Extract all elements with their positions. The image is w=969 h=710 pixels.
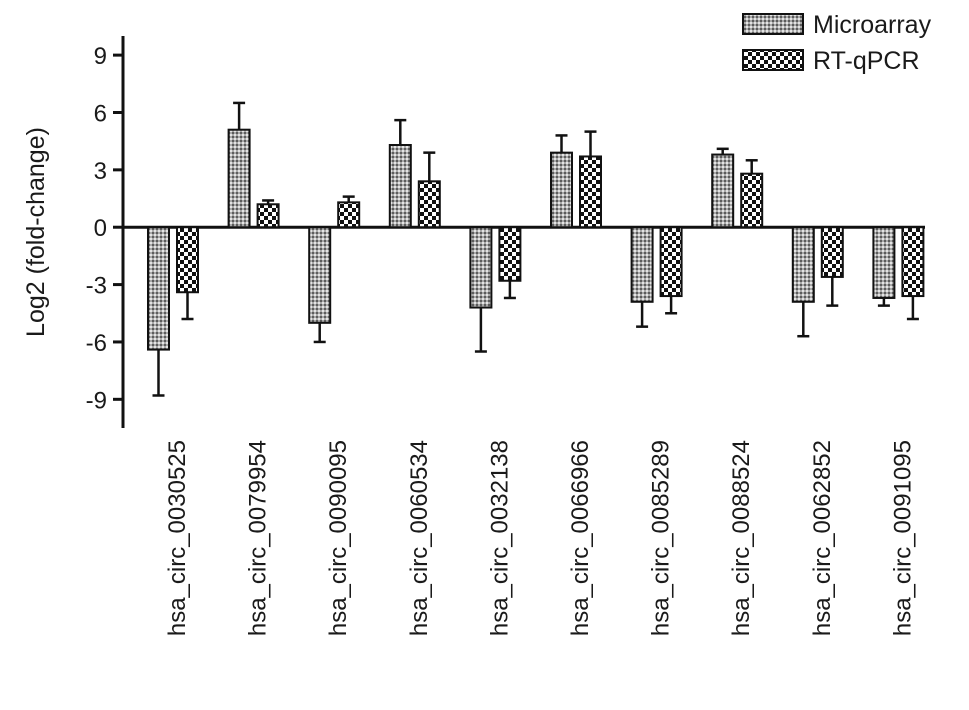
- bar-microarray: [469, 226, 493, 309]
- bar-rt-qpcr: [337, 201, 361, 229]
- bar-rt-qpcr: [740, 172, 764, 229]
- bar-microarray: [711, 153, 735, 229]
- y-tick-label: 6: [94, 100, 107, 127]
- y-tick-label: 9: [94, 43, 107, 70]
- bar-microarray: [308, 226, 332, 324]
- bar-microarray: [227, 128, 251, 229]
- bar-microarray: [630, 226, 654, 303]
- bar-rt-qpcr: [256, 203, 280, 229]
- x-tick-label: hsa_circ_0030525: [164, 440, 191, 636]
- y-tick-label: -9: [86, 387, 107, 414]
- x-tick-label: hsa_circ_0079954: [245, 440, 272, 636]
- y-axis: 9 6 3 0 -3 -6 -9: [86, 36, 125, 428]
- x-tick-label: hsa_circ_0088524: [728, 440, 755, 636]
- bar-rt-qpcr: [176, 226, 199, 294]
- bar-microarray: [147, 226, 170, 351]
- y-tick-label: -6: [86, 330, 107, 357]
- legend-swatch: [742, 13, 804, 35]
- bar-rt-qpcr: [659, 226, 683, 298]
- x-tick-label: hsa_circ_0090095: [325, 440, 352, 636]
- y-tick-label: 0: [94, 215, 107, 242]
- legend: Microarray RT-qPCR: [742, 11, 932, 75]
- bar-microarray: [388, 143, 412, 229]
- y-tick-label: -3: [86, 273, 107, 300]
- bar-microarray: [550, 151, 573, 229]
- x-tick-label: hsa_circ_0060534: [406, 440, 433, 636]
- x-tick-label: hsa_circ_0062852: [809, 440, 836, 636]
- bar-microarray: [872, 226, 896, 299]
- legend-swatch: [742, 49, 804, 71]
- x-tick-labels: hsa_circ_0030525 hsa_circ_0079954 hsa_circ…: [164, 440, 916, 636]
- bar-rt-qpcr: [498, 226, 522, 282]
- legend-label: Microarray: [813, 11, 932, 39]
- y-tick-label: 3: [94, 158, 107, 185]
- bar-rt-qpcr: [417, 180, 441, 229]
- bar-microarray: [791, 226, 815, 303]
- bar-rt-qpcr: [579, 155, 602, 229]
- bar-rt-qpcr: [820, 226, 844, 278]
- error-bars: [152, 101, 919, 397]
- x-tick-label: hsa_circ_0066966: [567, 440, 594, 636]
- x-tick-label: hsa_circ_0032138: [486, 440, 513, 636]
- x-tick-label: hsa_circ_0085289: [648, 440, 675, 636]
- legend-label: RT-qPCR: [813, 47, 920, 75]
- y-axis-title: Log2 (fold-change): [22, 127, 50, 337]
- bar-rt-qpcr: [901, 226, 925, 298]
- x-tick-label: hsa_circ_0091095: [889, 440, 916, 636]
- bars: [147, 128, 925, 351]
